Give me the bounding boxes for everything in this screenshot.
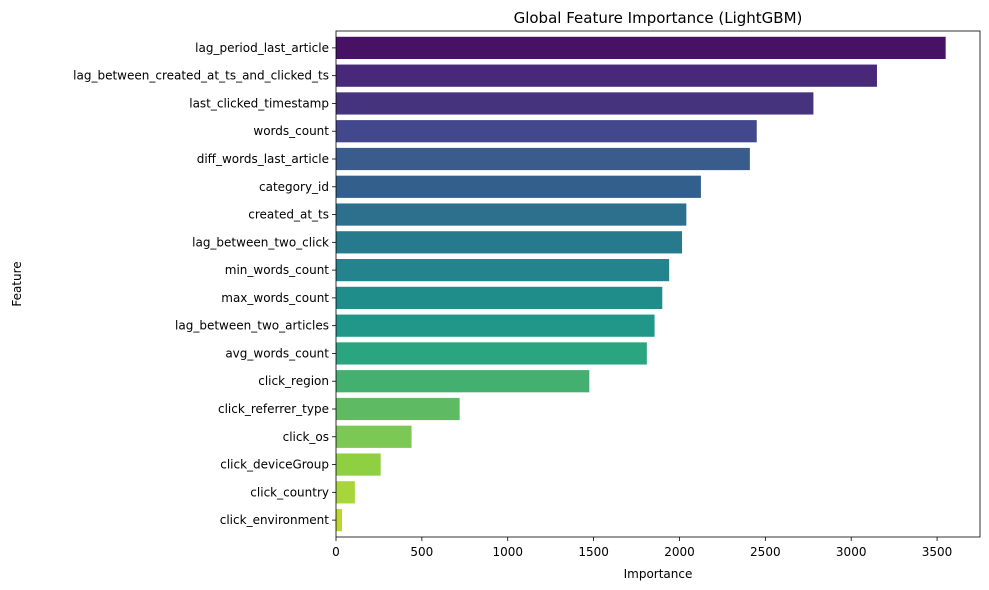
bar <box>336 92 814 115</box>
y-tick-label: category_id <box>259 180 329 194</box>
y-tick-label: min_words_count <box>225 263 330 277</box>
bar <box>336 342 647 365</box>
y-tick-label: click_country <box>250 485 329 499</box>
bar <box>336 370 590 393</box>
bar <box>336 36 946 59</box>
bar <box>336 509 343 532</box>
y-tick-label: words_count <box>253 124 329 138</box>
x-tick-label: 0 <box>332 545 340 559</box>
plot-frame <box>335 30 981 538</box>
bar <box>336 259 670 282</box>
bar <box>336 425 412 448</box>
x-tick-label: 1000 <box>492 545 523 559</box>
bar <box>336 453 381 476</box>
y-tick-labels: lag_period_last_article lag_between_creat… <box>73 41 336 527</box>
y-tick-label: max_words_count <box>221 291 329 305</box>
bars-group <box>336 36 946 532</box>
y-tick-label: click_os <box>283 430 329 444</box>
x-tick-label: 3500 <box>922 545 953 559</box>
y-tick-label: click_environment <box>220 513 330 527</box>
bar <box>336 175 701 198</box>
y-tick-label: avg_words_count <box>225 346 329 360</box>
bar <box>336 231 683 254</box>
x-tick-label: 3000 <box>836 545 867 559</box>
x-tick-label: 2500 <box>750 545 781 559</box>
bar <box>336 286 663 309</box>
x-tick-labels: 0 500 1000 1500 2000 2500 3000 3500 <box>332 537 952 559</box>
bar <box>336 120 757 143</box>
bar <box>336 203 687 226</box>
bar <box>336 481 355 504</box>
bar <box>336 147 750 171</box>
y-axis-label: Feature <box>10 261 24 306</box>
y-tick-label: lag_between_created_at_ts_and_clicked_ts <box>73 69 329 83</box>
bar <box>336 64 877 87</box>
y-tick-label: click_region <box>258 374 329 388</box>
x-tick-label: 2000 <box>664 545 695 559</box>
y-tick-label: created_at_ts <box>248 208 329 222</box>
y-tick-label: click_deviceGroup <box>220 458 329 472</box>
y-tick-label: lag_between_two_click <box>192 235 329 249</box>
chart-title: Global Feature Importance (LightGBM) <box>514 9 803 27</box>
y-tick-label: lag_period_last_article <box>195 41 329 55</box>
y-tick-label: last_clicked_timestamp <box>189 96 329 110</box>
bar <box>336 397 460 421</box>
bar <box>336 314 655 337</box>
y-tick-label: click_referrer_type <box>218 402 329 416</box>
y-tick-label: diff_words_last_article <box>197 152 329 166</box>
x-axis-label: Importance <box>624 567 693 581</box>
y-tick-label: lag_between_two_articles <box>175 319 329 333</box>
x-tick-label: 1500 <box>578 545 609 559</box>
x-tick-label: 500 <box>410 545 433 559</box>
